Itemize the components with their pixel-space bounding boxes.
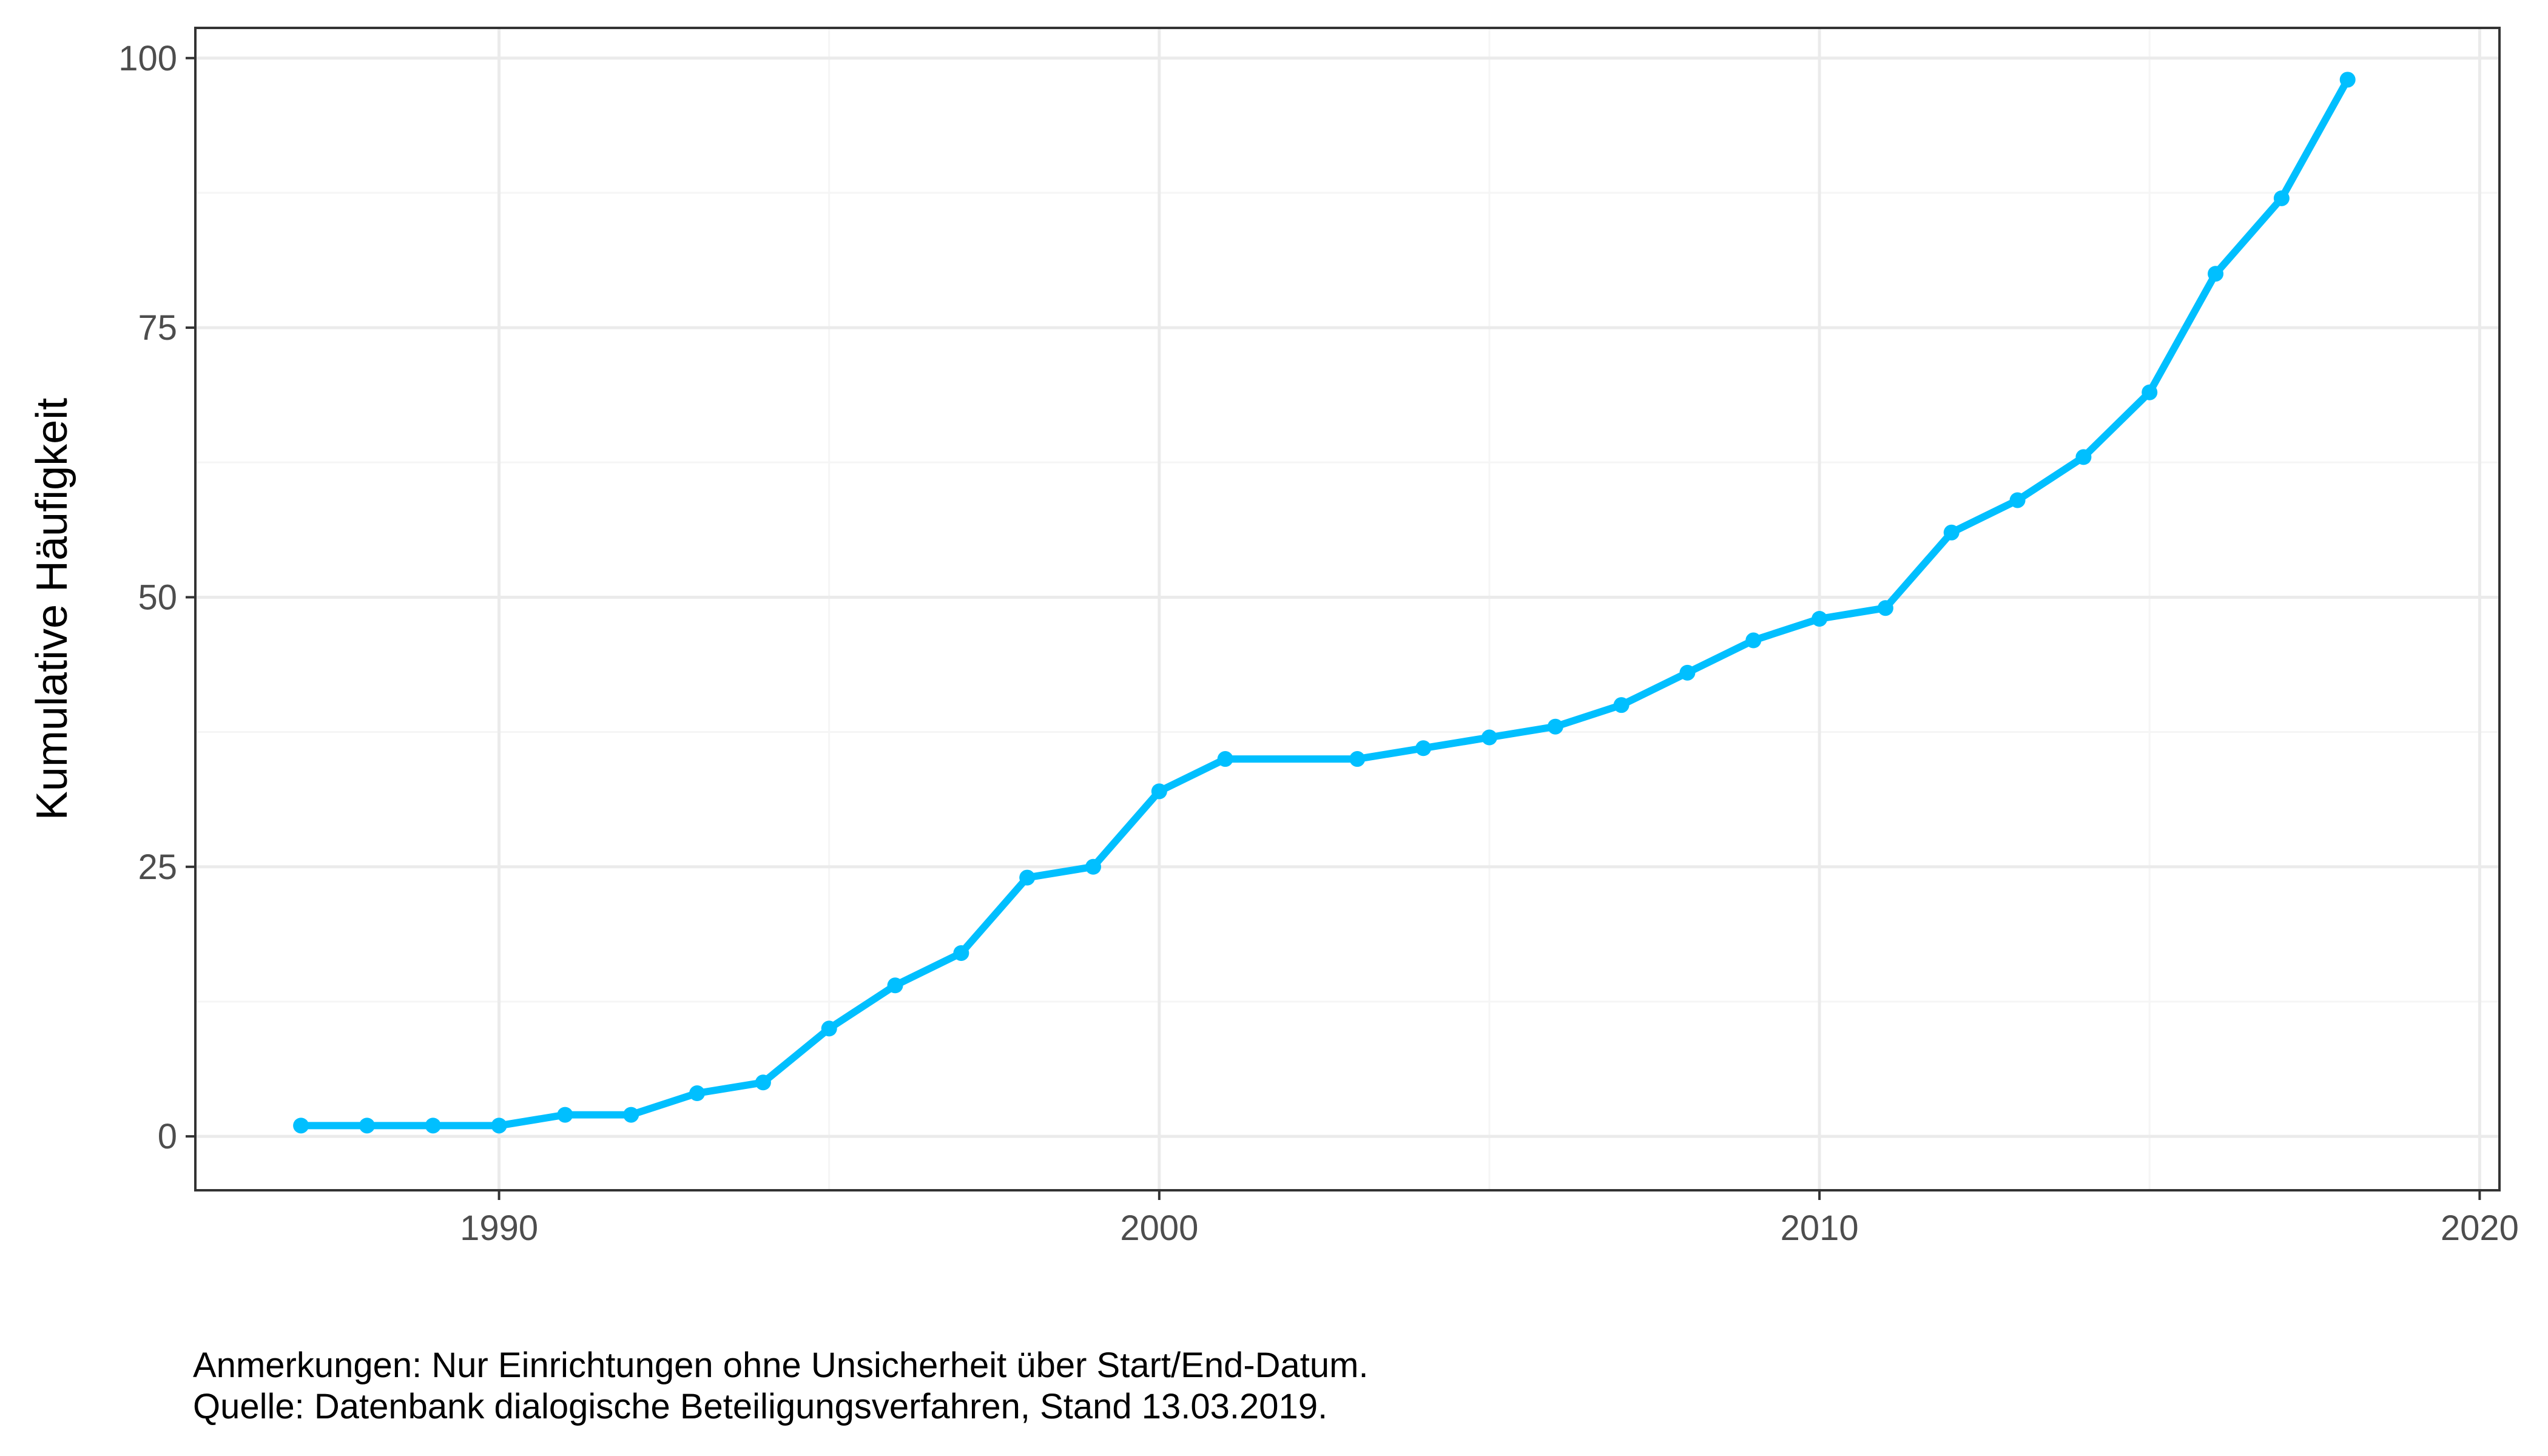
data-point [359, 1117, 375, 1134]
data-point [2142, 384, 2158, 400]
data-point [1151, 783, 1167, 800]
data-point [1481, 729, 1497, 746]
plot-panel-border [194, 27, 2501, 1191]
major-gridlines [195, 28, 2499, 1190]
series-layer [293, 72, 2356, 1134]
plot-background [195, 28, 2499, 1190]
data-point [491, 1117, 507, 1134]
x-tick-label: 2010 [1781, 1208, 1859, 1248]
data-point [1085, 858, 1102, 875]
data-point [623, 1107, 639, 1123]
y-axis-ticks: 0 25 50 75 100 [118, 39, 195, 1156]
data-point [1217, 751, 1233, 767]
data-point [887, 977, 903, 994]
data-point [1613, 697, 1630, 713]
y-tick-label: 0 [158, 1117, 177, 1156]
x-tick-label: 1990 [460, 1208, 538, 1248]
y-axis-title: Kumulative Häufigkeit [28, 398, 76, 820]
data-point [2208, 266, 2224, 282]
data-point [1415, 740, 1432, 757]
x-tick-label: 2000 [1120, 1208, 1198, 1248]
data-point [1019, 869, 1036, 886]
y-tick-label: 50 [138, 578, 177, 617]
x-axis-ticks: 1990 2000 2010 2020 [460, 1190, 2519, 1248]
data-point [1745, 632, 1762, 649]
data-point [953, 945, 969, 961]
data-point [2075, 449, 2092, 465]
caption-notes: Anmerkungen: Nur Einrichtungen ohne Unsi… [193, 1346, 1369, 1385]
data-point [425, 1117, 441, 1134]
x-tick-label: 2020 [2441, 1208, 2519, 1248]
minor-gridlines [195, 28, 2499, 1190]
data-point [1349, 751, 1366, 767]
data-point [2009, 492, 2026, 508]
data-point [689, 1085, 706, 1102]
data-point [1943, 524, 1960, 541]
data-point [821, 1020, 837, 1037]
y-tick-label: 75 [138, 308, 177, 348]
data-point [557, 1107, 573, 1123]
y-tick-label: 100 [118, 39, 177, 78]
caption-source: Quelle: Datenbank dialogische Beteiligun… [193, 1387, 1328, 1426]
data-point [2273, 190, 2290, 206]
data-point [755, 1074, 771, 1091]
data-point [1877, 600, 1893, 616]
data-point [293, 1117, 309, 1134]
data-point [1812, 610, 1828, 627]
y-tick-label: 25 [138, 848, 177, 887]
data-point [1547, 718, 1563, 735]
data-point [1679, 664, 1696, 681]
data-point [2339, 72, 2356, 88]
